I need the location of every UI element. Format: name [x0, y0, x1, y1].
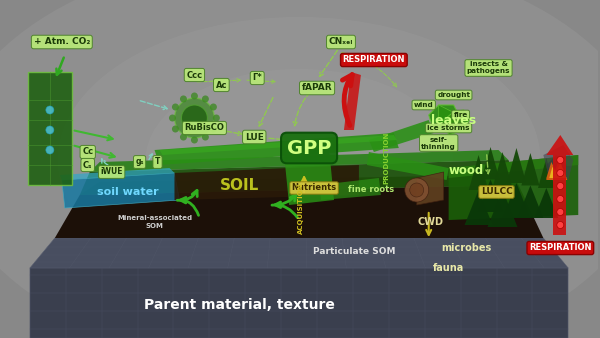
Polygon shape [547, 155, 566, 178]
Circle shape [405, 178, 429, 202]
Text: fAPAR: fAPAR [302, 83, 332, 93]
Polygon shape [506, 148, 526, 183]
Polygon shape [550, 163, 566, 178]
Ellipse shape [58, 17, 541, 303]
Polygon shape [547, 135, 573, 155]
Polygon shape [443, 110, 470, 135]
Circle shape [169, 115, 176, 121]
Ellipse shape [146, 69, 452, 251]
Circle shape [557, 221, 564, 228]
Text: CNₓₑₗ: CNₓₑₗ [329, 38, 353, 47]
Text: ACQUISITION: ACQUISITION [298, 182, 304, 234]
Text: LULCC: LULCC [481, 188, 512, 196]
Circle shape [202, 134, 209, 141]
Text: insects &
pathogens: insects & pathogens [467, 62, 510, 74]
Polygon shape [429, 105, 458, 130]
Polygon shape [521, 153, 539, 186]
Polygon shape [538, 158, 555, 188]
Polygon shape [535, 188, 559, 218]
Text: drought: drought [437, 92, 470, 98]
Polygon shape [319, 178, 381, 200]
Text: Cₛ: Cₛ [83, 161, 92, 169]
Polygon shape [469, 155, 488, 190]
Text: wood: wood [449, 164, 484, 176]
Text: fire: fire [454, 112, 468, 118]
Text: Γ*: Γ* [253, 73, 262, 82]
Text: Nutrients: Nutrients [292, 184, 337, 193]
Text: wind: wind [414, 102, 434, 108]
Polygon shape [488, 190, 517, 227]
Polygon shape [55, 185, 544, 238]
FancyArrowPatch shape [343, 75, 352, 125]
Text: self-
thinning: self- thinning [421, 137, 456, 149]
Circle shape [557, 169, 564, 176]
Text: leaves: leaves [431, 114, 476, 126]
Text: LUE: LUE [245, 132, 263, 142]
Text: gₛ: gₛ [136, 158, 144, 167]
Polygon shape [30, 268, 568, 338]
Polygon shape [544, 145, 573, 180]
Text: RESPIRATION: RESPIRATION [529, 243, 592, 252]
Polygon shape [367, 152, 449, 180]
Circle shape [172, 103, 179, 111]
Polygon shape [478, 179, 503, 212]
Text: ice storms: ice storms [427, 125, 470, 131]
Polygon shape [80, 160, 518, 195]
Circle shape [181, 105, 208, 131]
Text: Cᴄᴄ: Cᴄᴄ [187, 71, 202, 79]
Circle shape [210, 103, 217, 111]
Text: CWD: CWD [418, 217, 444, 227]
Circle shape [46, 126, 54, 134]
Polygon shape [449, 155, 578, 178]
Text: PRODUCTION: PRODUCTION [384, 132, 390, 184]
Text: microbes: microbes [442, 243, 492, 253]
Polygon shape [28, 72, 72, 185]
Polygon shape [517, 186, 544, 218]
Polygon shape [60, 168, 175, 180]
Polygon shape [80, 175, 518, 195]
Text: fauna: fauna [433, 263, 464, 273]
Circle shape [191, 93, 198, 99]
Polygon shape [30, 238, 568, 268]
Text: soil water: soil water [97, 187, 158, 197]
Polygon shape [284, 148, 334, 205]
Text: fine roots: fine roots [348, 186, 394, 194]
Polygon shape [547, 158, 567, 180]
Polygon shape [449, 155, 578, 220]
Polygon shape [492, 152, 513, 190]
Polygon shape [175, 165, 359, 200]
Circle shape [202, 95, 209, 102]
Circle shape [46, 106, 54, 114]
Text: Aᴄ: Aᴄ [215, 80, 227, 90]
Text: iWUE: iWUE [100, 168, 123, 176]
Polygon shape [502, 183, 530, 218]
Circle shape [46, 146, 54, 154]
Text: Cᴄ: Cᴄ [82, 147, 93, 156]
Text: Parent material, texture: Parent material, texture [144, 298, 335, 312]
Polygon shape [155, 133, 399, 165]
Text: SOIL: SOIL [220, 177, 259, 193]
Text: T: T [155, 158, 160, 167]
Circle shape [213, 115, 220, 121]
Circle shape [191, 137, 198, 144]
Circle shape [180, 95, 187, 102]
Text: Particulate SOM: Particulate SOM [313, 247, 395, 257]
Circle shape [172, 125, 179, 132]
Circle shape [175, 98, 214, 138]
Polygon shape [439, 105, 458, 128]
Polygon shape [90, 150, 508, 172]
Text: + Atm. CO₂: + Atm. CO₂ [34, 38, 90, 47]
Circle shape [557, 183, 564, 190]
Circle shape [557, 156, 564, 164]
Text: Mineral-associated
SOM: Mineral-associated SOM [117, 216, 192, 228]
Text: RuBisCO: RuBisCO [184, 123, 224, 132]
Circle shape [557, 209, 564, 216]
Text: RESPIRATION: RESPIRATION [343, 55, 405, 65]
Polygon shape [344, 72, 361, 130]
Polygon shape [62, 173, 179, 208]
Polygon shape [369, 120, 434, 152]
Polygon shape [417, 172, 443, 205]
Circle shape [180, 134, 187, 141]
Polygon shape [464, 190, 493, 225]
